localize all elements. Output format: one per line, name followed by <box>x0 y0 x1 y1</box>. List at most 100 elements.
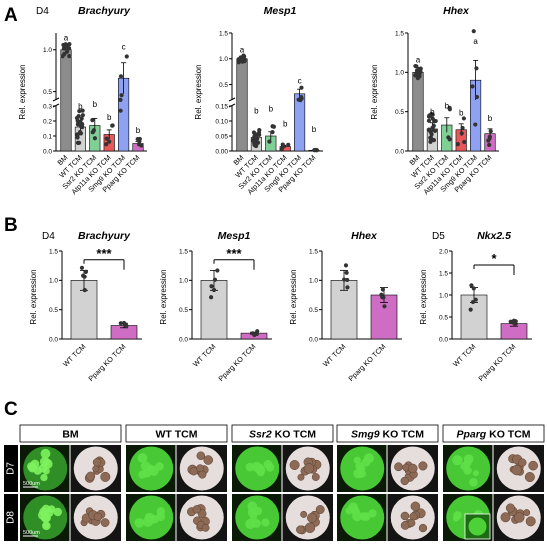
data-point <box>413 73 418 78</box>
data-point <box>67 54 72 59</box>
data-point <box>459 131 464 136</box>
data-point <box>455 142 460 147</box>
data-point <box>83 269 89 274</box>
embryoid-body-brightfield <box>296 525 305 534</box>
y-axis-label: Rel. expression <box>29 269 38 324</box>
tick-label-pparg-ko-tcm: Pparg KO TCM <box>346 342 387 383</box>
column-header-box <box>336 424 439 443</box>
y-tick-label: 0.5 <box>219 82 228 89</box>
bar-bm <box>412 72 424 152</box>
embryoid-body-fluorescent <box>150 514 159 524</box>
data-point <box>474 66 479 71</box>
data-point <box>119 93 124 98</box>
significance-letter: b <box>93 100 98 109</box>
inset-embryoid-body <box>468 517 487 536</box>
embryoid-body-brightfield <box>304 522 316 533</box>
significance-letter: a <box>64 33 69 42</box>
embryoid-body-brightfield <box>307 512 317 523</box>
column-header-box <box>442 424 545 443</box>
data-point <box>473 122 478 127</box>
data-point <box>344 270 349 275</box>
data-point <box>462 139 467 145</box>
embryoid-body-brightfield <box>92 465 100 473</box>
column-header-wt-tcm: WT TCM <box>156 429 198 441</box>
embryoid-body-brightfield <box>400 476 409 486</box>
data-point <box>280 145 285 150</box>
embryoid-body-fluorescent <box>452 455 463 466</box>
data-point <box>286 142 291 147</box>
embryoid-body-fluorescent <box>463 454 474 465</box>
y-tick-label: 0.15 <box>215 103 228 110</box>
tick-label-pparg-ko-tcm: Pparg KO TCM <box>216 342 257 383</box>
data-point <box>92 136 98 141</box>
embryoid-body-brightfield <box>511 464 522 476</box>
data-point <box>270 124 275 129</box>
embryoid-body-brightfield <box>303 463 315 474</box>
data-point <box>488 129 493 134</box>
data-point <box>110 123 115 128</box>
tick-label-wt-tcm: WT TCM <box>191 342 218 369</box>
embryoid-body-fluorescent <box>245 462 255 472</box>
significance-letter: c <box>298 76 302 85</box>
data-point <box>118 321 123 326</box>
data-point <box>486 138 491 143</box>
embryoid-body-fluorescent <box>247 508 257 517</box>
y-tick-label: 1.5 <box>219 30 228 37</box>
data-point <box>257 132 262 137</box>
data-point <box>104 136 109 141</box>
axis-break-mark <box>228 97 236 102</box>
significance-stars: *** <box>226 246 242 261</box>
column-header-bm: BM <box>62 429 79 441</box>
embryoid-body-fluorescent <box>134 517 145 528</box>
panel-label-a: A <box>4 5 18 26</box>
chart-title: Brachyury <box>78 230 131 242</box>
embryoid-body-brightfield <box>315 505 325 515</box>
y-axis-label: Rel. expression <box>289 269 298 324</box>
embryoid-body-brightfield <box>400 511 410 521</box>
data-point <box>469 283 474 288</box>
embryoid-body-brightfield <box>528 460 538 471</box>
significance-letter: b <box>459 109 464 118</box>
significance-letter: a <box>473 37 478 46</box>
y-tick-label: 1.0 <box>395 70 404 77</box>
data-point <box>82 288 87 293</box>
embryoid-body-brightfield <box>514 512 525 523</box>
y-axis-label: Rel. expression <box>159 269 168 324</box>
embryoid-body-brightfield <box>86 471 96 481</box>
data-point <box>380 287 385 292</box>
significance-letter: b <box>312 125 317 134</box>
y-tick-label: 1.5 <box>439 270 448 277</box>
data-point <box>343 263 349 268</box>
data-point <box>428 137 434 143</box>
panel-label-b: B <box>4 215 18 236</box>
significance-letter: b <box>430 107 435 116</box>
data-point <box>124 324 129 329</box>
embryoid-body-fluorescent <box>155 462 164 471</box>
tick-label-pparg-ko-tcm: Pparg KO TCM <box>476 342 517 383</box>
data-point <box>104 142 109 147</box>
embryoid-body-fluorescent <box>463 466 472 475</box>
chart-title: Mesp1 <box>264 5 297 17</box>
data-point <box>139 143 144 148</box>
day-label: D4 <box>42 231 55 242</box>
y-tick-label: 0.1 <box>43 133 52 140</box>
embryoid-body-brightfield <box>394 462 403 472</box>
significance-letter: b <box>254 106 259 115</box>
embryoid-body-fluorescent <box>353 456 361 464</box>
chart-title: Hhex <box>443 5 470 17</box>
data-point <box>461 116 466 121</box>
embryoid-body-brightfield <box>201 524 210 532</box>
embryoid-body-fluorescent <box>357 469 366 478</box>
column-header-box <box>231 424 334 443</box>
significance-letter: b <box>136 126 141 135</box>
data-point <box>80 113 85 118</box>
y-tick-label: 1.0 <box>439 292 448 299</box>
y-tick-label: 1.5 <box>179 248 188 255</box>
bar-smg9-ko-tcm <box>294 93 306 152</box>
y-axis-label: Rel. expression <box>18 64 27 119</box>
row-label-d7: D7 <box>6 462 17 475</box>
chart-b-brachyury: Brachyury D4 Rel. expression 0.0 0.5 1.0 1.5 **… <box>29 230 142 383</box>
chart-b-hhex: Hhex Rel. expression 0.0 0.5 1.0 1.5 WT TCMPpa… <box>289 230 402 383</box>
data-point <box>471 29 476 34</box>
data-point <box>121 320 127 326</box>
